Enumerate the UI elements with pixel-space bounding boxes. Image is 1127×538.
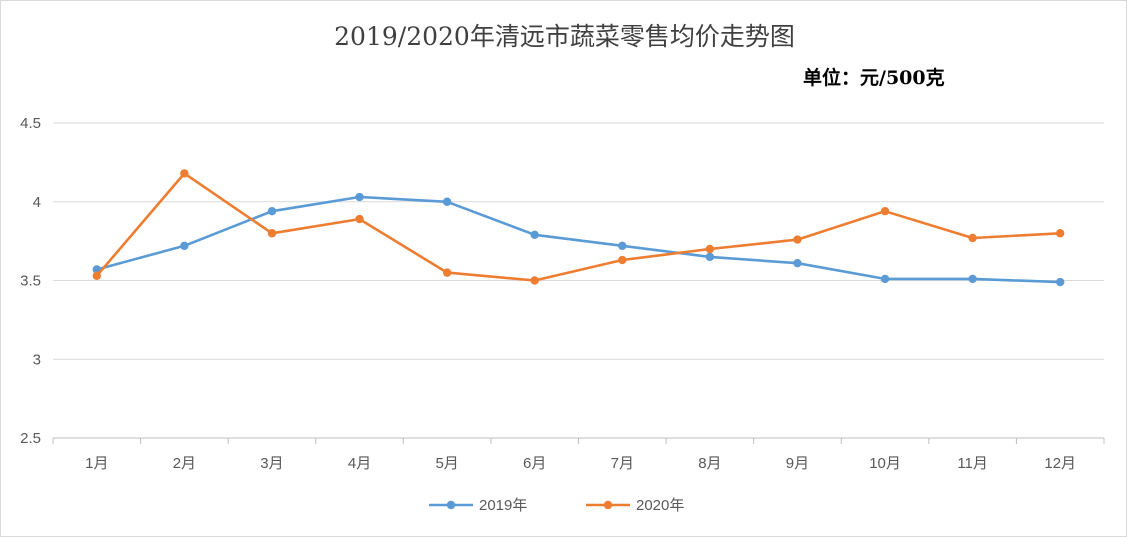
legend-label: 2020年	[636, 497, 684, 514]
data-point	[1056, 277, 1065, 287]
x-tick-label: 12月	[1044, 455, 1076, 472]
data-point	[180, 241, 189, 251]
data-point	[793, 258, 802, 268]
x-tick-label: 9月	[786, 455, 809, 472]
data-point	[793, 235, 802, 244]
data-point	[530, 230, 539, 240]
x-tick-label: 6月	[523, 455, 546, 472]
data-point	[968, 274, 977, 284]
data-point	[442, 197, 452, 206]
legend-label: 2019年	[479, 497, 527, 514]
legend-swatch-marker	[603, 500, 613, 510]
data-point	[968, 233, 977, 243]
x-tick-label: 7月	[611, 455, 634, 472]
legend-swatch-marker	[446, 500, 456, 510]
data-point	[880, 274, 890, 284]
x-tick-label: 1月	[85, 455, 108, 472]
x-tick-label: 3月	[260, 455, 283, 472]
data-point	[530, 276, 539, 285]
y-tick-label: 2.5	[20, 430, 41, 447]
data-point	[1056, 229, 1065, 238]
series-line-2	[95, 172, 1062, 282]
y-tick-label: 3	[33, 351, 41, 368]
data-point	[618, 255, 627, 265]
data-point	[355, 214, 364, 224]
data-point	[180, 169, 189, 178]
unit-label: 单位：元/500克	[803, 67, 945, 89]
y-tick-label: 4.5	[20, 115, 41, 132]
y-tick-label: 3.5	[20, 273, 41, 290]
data-point	[355, 192, 364, 202]
x-tick-label: 10月	[869, 455, 901, 472]
x-tick-label: 5月	[435, 455, 458, 472]
y-tick-label: 4	[33, 194, 41, 211]
x-tick-label: 8月	[698, 455, 721, 472]
data-point	[618, 241, 627, 251]
data-point	[267, 229, 277, 238]
data-point	[705, 244, 715, 254]
chart-title: 2019/2020年清远市蔬菜零售均价走势图	[334, 22, 795, 51]
data-point	[92, 271, 101, 280]
data-point	[442, 268, 452, 277]
x-tick-label: 11月	[957, 455, 988, 472]
series-line-1	[95, 195, 1062, 284]
data-point	[267, 207, 277, 216]
x-tick-label: 4月	[348, 455, 371, 472]
data-point	[880, 207, 890, 216]
data-point	[705, 252, 715, 262]
x-tick-label: 2月	[173, 455, 196, 472]
